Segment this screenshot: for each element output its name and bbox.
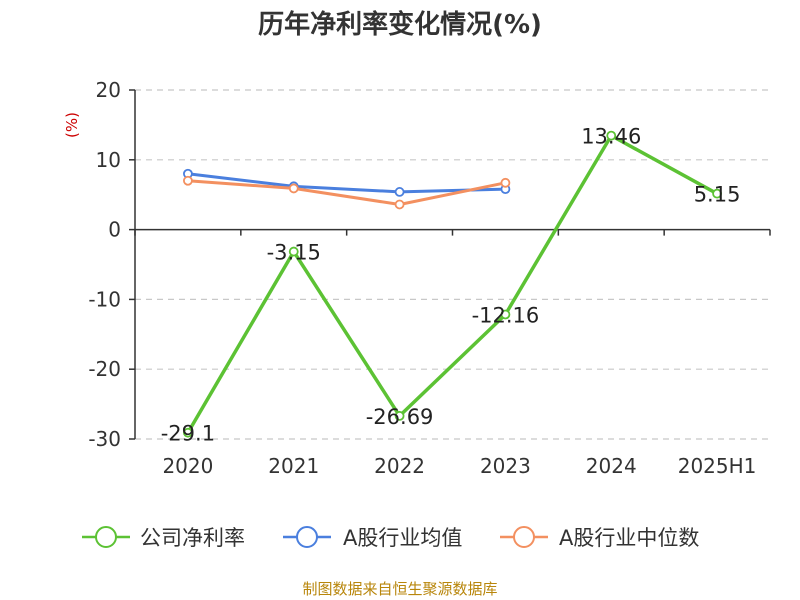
data-point[interactable] (500, 309, 511, 320)
y-tick-label: -30 (88, 427, 121, 451)
data-point[interactable] (394, 187, 405, 197)
data-point[interactable] (606, 130, 617, 141)
data-label: -12.16 (472, 303, 540, 327)
data-point[interactable] (712, 188, 722, 199)
legend-marker (95, 526, 117, 548)
data-labels: -29.1 -3.15 -26.69 -12.16 13.46 5.15 (161, 125, 741, 446)
series-line-2 (187, 179, 506, 206)
x-tick-label: 2022 (374, 454, 425, 478)
legend-label: A股行业均值 (343, 526, 462, 550)
legend-marker (513, 526, 535, 548)
data-label: -29.1 (161, 422, 215, 446)
x-tick-label: 2020 (162, 454, 213, 478)
axes: 20 10 0 -10 -20 -30 2020 2021 2022 2023 2024 2025H1 (88, 78, 771, 478)
y-tick-label: -10 (88, 287, 121, 311)
data-point[interactable] (394, 199, 405, 210)
source-note: 制图数据来自恒生聚源数据库 (302, 580, 497, 598)
y-tick-label: 20 (96, 78, 121, 102)
x-tick-label: 2025H1 (678, 454, 757, 478)
data-point[interactable] (183, 175, 193, 186)
data-point[interactable] (183, 427, 193, 438)
x-tick-label: 2021 (268, 454, 319, 478)
legend-marker (296, 526, 318, 548)
series-line-1 (187, 172, 506, 194)
legend-label: A股行业中位数 (559, 526, 699, 550)
data-point[interactable] (500, 177, 511, 188)
legend-label: 公司净利率 (140, 526, 245, 550)
data-point[interactable] (288, 246, 299, 257)
data-point[interactable] (288, 183, 299, 194)
chart-title: 历年净利率变化情况(%) (258, 9, 542, 40)
y-tick-label: 10 (96, 148, 121, 172)
data-label: 5.15 (694, 183, 741, 207)
data-label: -3.15 (267, 241, 321, 265)
series-layer (183, 130, 722, 438)
y-tick-label: -20 (88, 357, 121, 381)
y-tick-label: 0 (108, 218, 121, 242)
series-line-0 (186, 133, 718, 434)
x-tick-label: 2023 (480, 454, 531, 478)
legend-item-1[interactable]: A股行业均值 (283, 526, 462, 550)
legend-item-0[interactable]: 公司净利率 (82, 526, 245, 550)
grid (135, 89, 770, 440)
data-point[interactable] (394, 410, 405, 421)
legend[interactable]: 公司净利率 A股行业均值 A股行业中位数 (82, 526, 699, 550)
x-tick-label: 2024 (586, 454, 637, 478)
data-label: 13.46 (581, 125, 641, 149)
data-label: -26.69 (366, 405, 434, 429)
legend-item-2[interactable]: A股行业中位数 (500, 526, 699, 550)
y-axis-label: (%) (63, 112, 81, 138)
